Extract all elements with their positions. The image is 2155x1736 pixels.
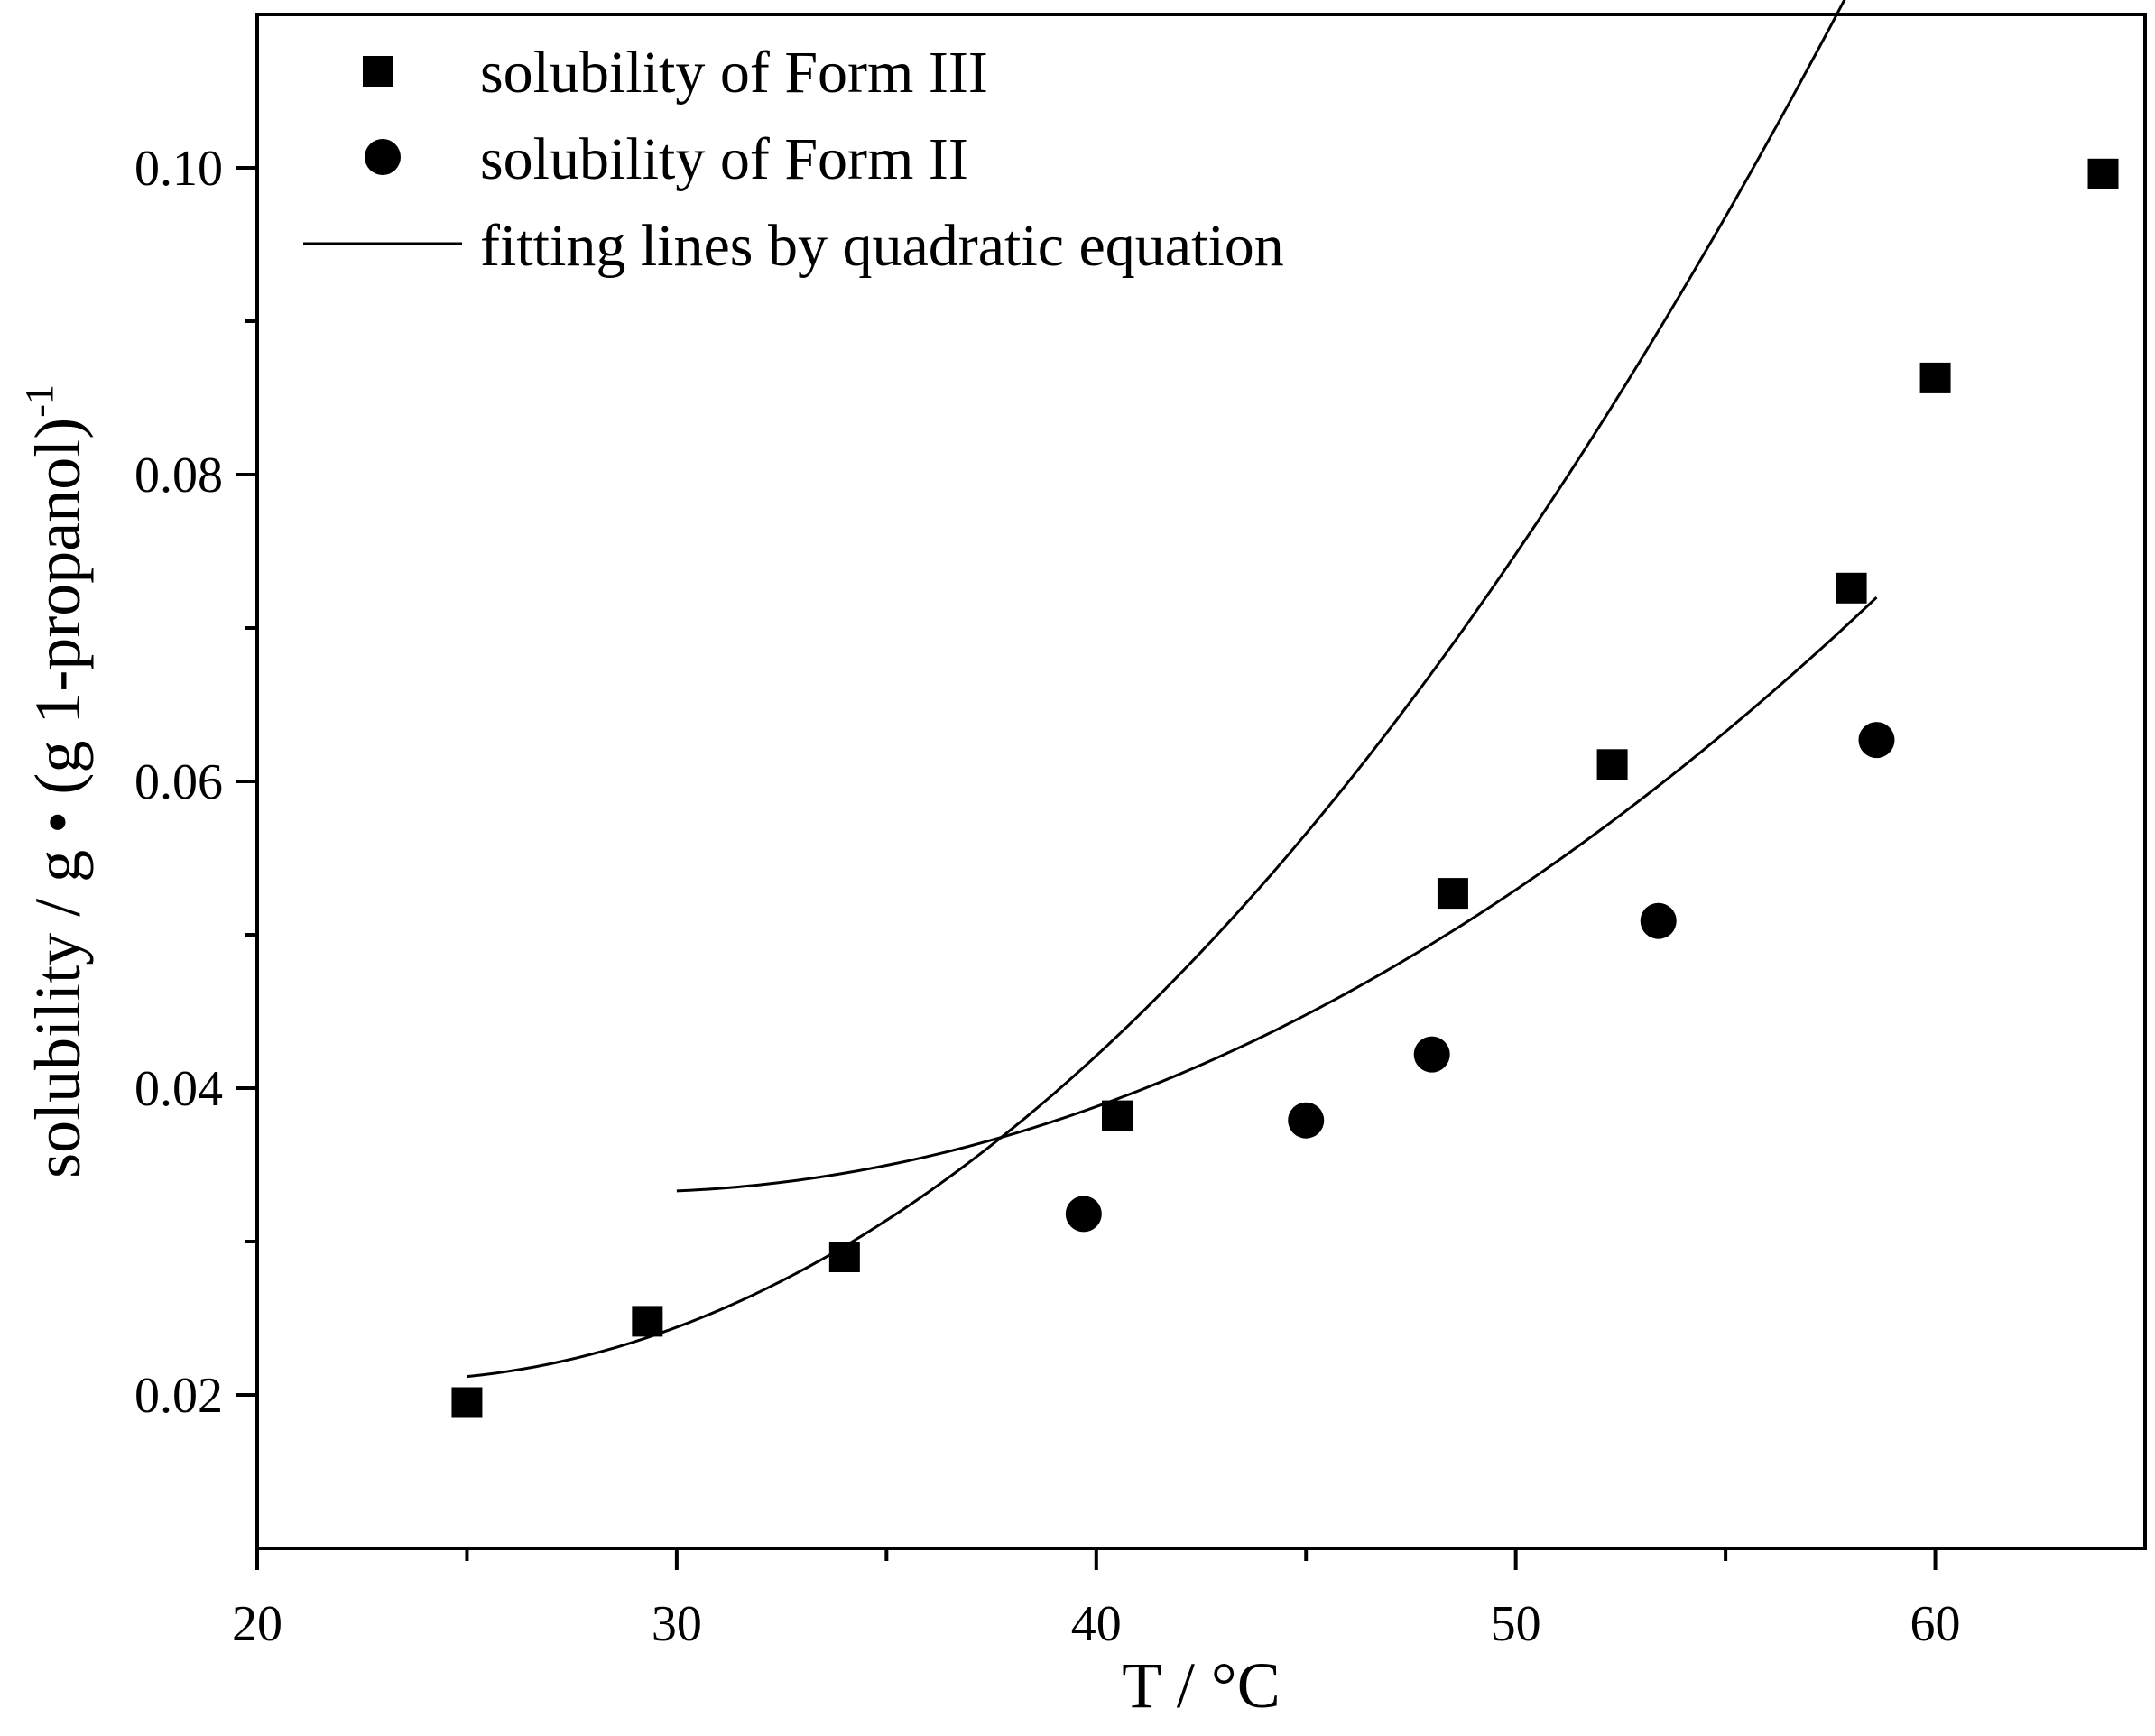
axis-ticks	[236, 166, 1938, 1570]
y-tick-label: 0.08	[134, 448, 223, 503]
point-form-iii	[451, 1387, 483, 1418]
legend-label-form-ii: solubility of Form II	[480, 126, 968, 192]
legend-marker-square	[363, 56, 393, 87]
point-form-ii	[1413, 1036, 1450, 1073]
point-form-iii	[2087, 158, 2119, 189]
y-tick-label: 0.04	[134, 1061, 223, 1117]
fit-line-form-ii	[676, 596, 1878, 1193]
point-form-iii	[1102, 1100, 1133, 1131]
x-tick-label: 30	[652, 1596, 702, 1652]
x-axis-title: T / °C	[1122, 1649, 1281, 1722]
point-form-ii	[1288, 1102, 1325, 1139]
point-form-iii	[828, 1242, 860, 1272]
point-form-iii	[1596, 749, 1628, 780]
x-tick-label: 20	[232, 1596, 282, 1652]
legend-label-form-iii: solubility of Form III	[480, 40, 988, 106]
point-form-iii	[632, 1306, 663, 1337]
y-tick-label: 0.06	[134, 754, 223, 810]
x-tick-label: 40	[1071, 1596, 1122, 1652]
y-axis-title: solubility / g • (g 1-propanol)-1	[17, 384, 94, 1178]
legend: solubility of Form III solubility of For…	[303, 40, 1284, 279]
point-form-ii	[1065, 1196, 1102, 1233]
legend-label-fit: fitting lines by quadratic equation	[480, 213, 1284, 279]
y-tick-label: 0.02	[134, 1368, 223, 1424]
y-axis-title-superscript: -1	[17, 384, 61, 418]
y-tick-label: 0.10	[134, 141, 223, 197]
point-form-ii	[1640, 902, 1677, 939]
point-form-iii	[1919, 362, 1951, 393]
point-form-iii	[1836, 572, 1867, 604]
fit-line-form-iii	[467, 0, 1846, 1379]
y-axis-title-main: solubility / g • (g 1-propanol)	[22, 418, 94, 1178]
point-form-iii	[1437, 878, 1468, 910]
x-tick-label: 50	[1491, 1596, 1541, 1652]
axis-tick-labels: 20 30 40 50 60 0.02 0.04 0.06 0.08 0.10	[134, 141, 1961, 1652]
legend-marker-circle	[365, 139, 401, 175]
point-form-ii	[1858, 722, 1895, 759]
fit-lines	[467, 0, 1878, 1379]
data-markers	[451, 158, 2119, 1418]
x-tick-label: 60	[1910, 1596, 1961, 1652]
